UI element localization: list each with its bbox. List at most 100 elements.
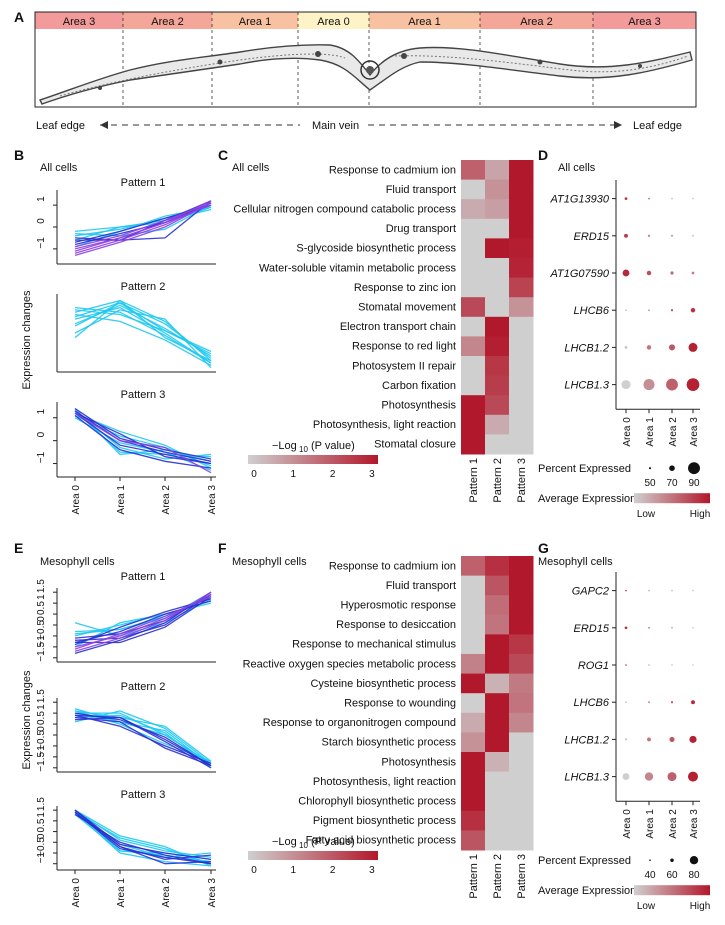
size-legend-dot: [649, 859, 651, 861]
panel-e-ylabel: Expression changes: [21, 670, 33, 770]
pattern-title: Pattern 3: [121, 389, 166, 401]
x-tick-label: Area 0: [622, 809, 633, 839]
row-label: Photosystem II repair: [352, 360, 456, 372]
expression-dot: [622, 269, 630, 277]
series-line: [74, 596, 212, 650]
heat-cell: [461, 375, 486, 396]
heat-cell: [509, 654, 534, 675]
gene-label: ERD15: [574, 623, 610, 635]
heat-cell: [509, 356, 534, 377]
row-label: Starch biosynthetic process: [321, 737, 456, 749]
panel-f-subtitle: Mesophyll cells: [232, 556, 307, 568]
series-line: [74, 811, 212, 865]
column-label: Pattern 1: [468, 854, 480, 899]
color-legend-low: Low: [637, 509, 656, 520]
area-band-6: [593, 12, 696, 29]
y-tick-label: −1.5: [36, 642, 47, 662]
heat-cell: [461, 791, 486, 812]
expression-dot: [671, 627, 673, 629]
heat-cell: [461, 614, 486, 635]
colorbar-pvalue: (P value): [308, 836, 355, 848]
expression-dot: [643, 379, 655, 391]
x-tick-label: Area 3: [207, 485, 218, 515]
expression-dot: [671, 664, 673, 666]
size-legend-label: 40: [644, 870, 656, 881]
size-legend-label: 70: [666, 478, 678, 489]
heat-cell: [509, 771, 534, 792]
colorbar-gradient: [248, 851, 378, 860]
area-label-0: Area 3: [63, 16, 95, 28]
panel-label-c: C: [218, 147, 228, 163]
x-tick-label: Area 2: [668, 809, 679, 839]
pattern-title: Pattern 1: [121, 177, 166, 189]
expression-dot: [621, 380, 631, 390]
row-label: Fluid transport: [386, 580, 456, 592]
heat-cell: [509, 277, 534, 298]
colorbar-log-base: 10: [297, 445, 309, 454]
x-tick-label: Area 2: [668, 417, 679, 447]
heat-cell: [485, 634, 510, 655]
expression-dot: [648, 309, 650, 312]
heat-cell: [485, 693, 510, 714]
heat-cell: [509, 375, 534, 396]
colorbar-tick: 3: [369, 469, 375, 480]
expression-dot: [690, 307, 696, 313]
y-tick-label: −0.5: [36, 620, 47, 640]
gene-label: LHCB6: [574, 697, 610, 709]
heat-cell: [485, 316, 510, 337]
expression-dot: [647, 737, 651, 742]
size-legend-label: 60: [666, 870, 678, 881]
heat-cell: [461, 414, 486, 435]
heat-cell: [509, 258, 534, 279]
heat-cell: [509, 179, 534, 200]
y-tick-label: 1: [36, 812, 47, 818]
heat-cell: [509, 160, 534, 181]
area-band-2: [212, 12, 298, 29]
heat-cell: [461, 199, 486, 220]
series-line: [74, 712, 212, 767]
expression-dot: [648, 664, 650, 666]
area-strip: Area 3 Area 2 Area 1 Area 0 Area 1 Area 2 Area…: [35, 12, 696, 107]
series-line: [74, 598, 212, 646]
colorbar-log: −Log: [272, 440, 297, 452]
heat-cell: [461, 297, 486, 318]
colorbar-log: −Log: [272, 836, 297, 848]
y-tick-label: 1.5: [36, 797, 47, 811]
colorbar-gradient: [248, 455, 378, 464]
expression-dot: [667, 772, 677, 782]
leaf-section-image: [39, 44, 693, 105]
expression-dot: [647, 234, 651, 237]
area-label-4: Area 1: [408, 16, 440, 28]
y-tick-label: 0: [36, 431, 47, 437]
expression-dot: [670, 271, 674, 275]
heat-cell: [509, 830, 534, 851]
x-tick-label: Area 2: [161, 485, 172, 515]
heat-cell: [509, 434, 534, 455]
pattern-title: Pattern 2: [121, 681, 166, 693]
x-tick-label: Area 1: [645, 417, 656, 447]
y-tick-label: −1.5: [36, 752, 47, 772]
expression-dot: [622, 773, 630, 781]
heat-cell: [485, 614, 510, 635]
expression-dot: [692, 234, 694, 237]
y-tick-label: −0.5: [36, 730, 47, 750]
heat-cell: [485, 673, 510, 694]
y-tick-label: 0.5: [36, 711, 47, 725]
panel-d-subtitle: All cells: [558, 162, 596, 174]
expression-dot: [692, 664, 694, 666]
color-legend-title: Average Expression: [538, 493, 636, 505]
row-label: Photosynthesis, light reaction: [313, 776, 456, 788]
y-tick-label: 1.5: [36, 579, 47, 593]
heat-cell: [461, 752, 486, 773]
y-tick-label: 0.5: [36, 601, 47, 615]
panel-b-ylabel: Expression changes: [21, 290, 33, 390]
y-tick-label: 0: [36, 833, 47, 839]
heat-cell: [509, 316, 534, 337]
colorbar-tick: 0: [251, 469, 257, 480]
heat-cell: [485, 414, 510, 435]
row-label: Pigment biosynthetic process: [313, 815, 457, 827]
gene-label: AT1G13930: [549, 194, 609, 206]
row-label: Response to zinc ion: [354, 282, 456, 294]
series-line: [74, 708, 212, 767]
